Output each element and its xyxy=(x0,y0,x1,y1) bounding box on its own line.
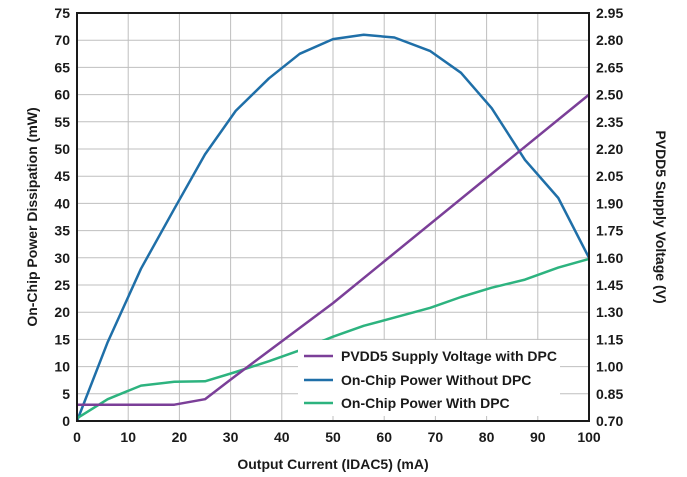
right-tick-label: 2.95 xyxy=(596,5,623,21)
series-layer xyxy=(75,33,591,422)
legend-label-power-with-dpc: On-Chip Power With DPC xyxy=(341,395,510,411)
left-tick-label: 30 xyxy=(54,250,70,266)
x-tick-label: 80 xyxy=(479,429,495,445)
x-tick-label: 30 xyxy=(223,429,239,445)
legend-label-pvdd5-voltage: PVDD5 Supply Voltage with DPC xyxy=(341,348,557,364)
right-tick-label: 1.45 xyxy=(596,277,623,293)
left-tick-label: 0 xyxy=(62,413,70,429)
left-tick-label: 35 xyxy=(54,223,70,239)
right-tick-label: 2.35 xyxy=(596,114,623,130)
right-axis-label: PVDD5 Supply Voltage (V) xyxy=(653,130,669,303)
left-tick-label: 65 xyxy=(54,59,70,75)
legend: PVDD5 Supply Voltage with DPC On-Chip Po… xyxy=(298,340,560,416)
legend-label-power-without-dpc: On-Chip Power Without DPC xyxy=(341,372,531,388)
left-tick-label: 60 xyxy=(54,87,70,103)
right-tick-label: 1.60 xyxy=(596,250,623,266)
left-tick-label: 25 xyxy=(54,277,70,293)
series-power-without-dpc xyxy=(75,33,591,422)
x-tick-label: 50 xyxy=(325,429,341,445)
right-tick-label: 0.85 xyxy=(596,386,623,402)
left-tick-label: 5 xyxy=(62,386,70,402)
right-tick-label: 1.30 xyxy=(596,304,623,320)
right-axis-ticks: 0.70 0.85 1.00 1.15 1.30 1.45 1.60 1.75 1.90 2.05… xyxy=(596,5,623,429)
left-tick-label: 10 xyxy=(54,359,70,375)
x-axis-label: Output Current (IDAC5) (mA) xyxy=(237,456,428,472)
x-tick-label: 40 xyxy=(274,429,290,445)
x-axis-ticks: 0 10 20 30 40 50 60 70 80 90 100 xyxy=(73,429,601,445)
right-tick-label: 2.65 xyxy=(596,59,623,75)
legend-background xyxy=(298,340,560,416)
left-tick-label: 70 xyxy=(54,32,70,48)
right-tick-label: 1.00 xyxy=(596,359,623,375)
left-axis-label: On-Chip Power Dissipation (mW) xyxy=(24,107,40,326)
right-tick-label: 1.15 xyxy=(596,331,623,347)
x-tick-label: 100 xyxy=(577,429,601,445)
left-tick-label: 50 xyxy=(54,141,70,157)
plot-frame xyxy=(76,12,590,422)
right-tick-label: 0.70 xyxy=(596,413,623,429)
left-tick-label: 45 xyxy=(54,168,70,184)
right-tick-label: 1.90 xyxy=(596,195,623,211)
left-tick-label: 20 xyxy=(54,304,70,320)
x-tick-label: 70 xyxy=(428,429,444,445)
right-tick-label: 2.50 xyxy=(596,87,623,103)
left-tick-label: 40 xyxy=(54,195,70,211)
left-axis-ticks: 0 5 10 15 20 25 30 35 40 45 50 55 60 65 70 75 xyxy=(54,5,70,429)
x-tick-label: 0 xyxy=(73,429,81,445)
x-tick-label: 10 xyxy=(120,429,136,445)
left-tick-label: 15 xyxy=(54,331,70,347)
series-pvdd5-voltage xyxy=(77,93,590,406)
x-tick-label: 60 xyxy=(376,429,392,445)
right-tick-label: 2.80 xyxy=(596,32,623,48)
left-tick-label: 75 xyxy=(54,5,70,21)
x-tick-label: 90 xyxy=(530,429,546,445)
right-tick-label: 2.05 xyxy=(596,168,623,184)
right-tick-label: 2.20 xyxy=(596,141,623,157)
x-tick-label: 20 xyxy=(172,429,188,445)
series-power-with-dpc xyxy=(76,257,590,420)
right-tick-label: 1.75 xyxy=(596,223,623,239)
left-tick-label: 55 xyxy=(54,114,70,130)
